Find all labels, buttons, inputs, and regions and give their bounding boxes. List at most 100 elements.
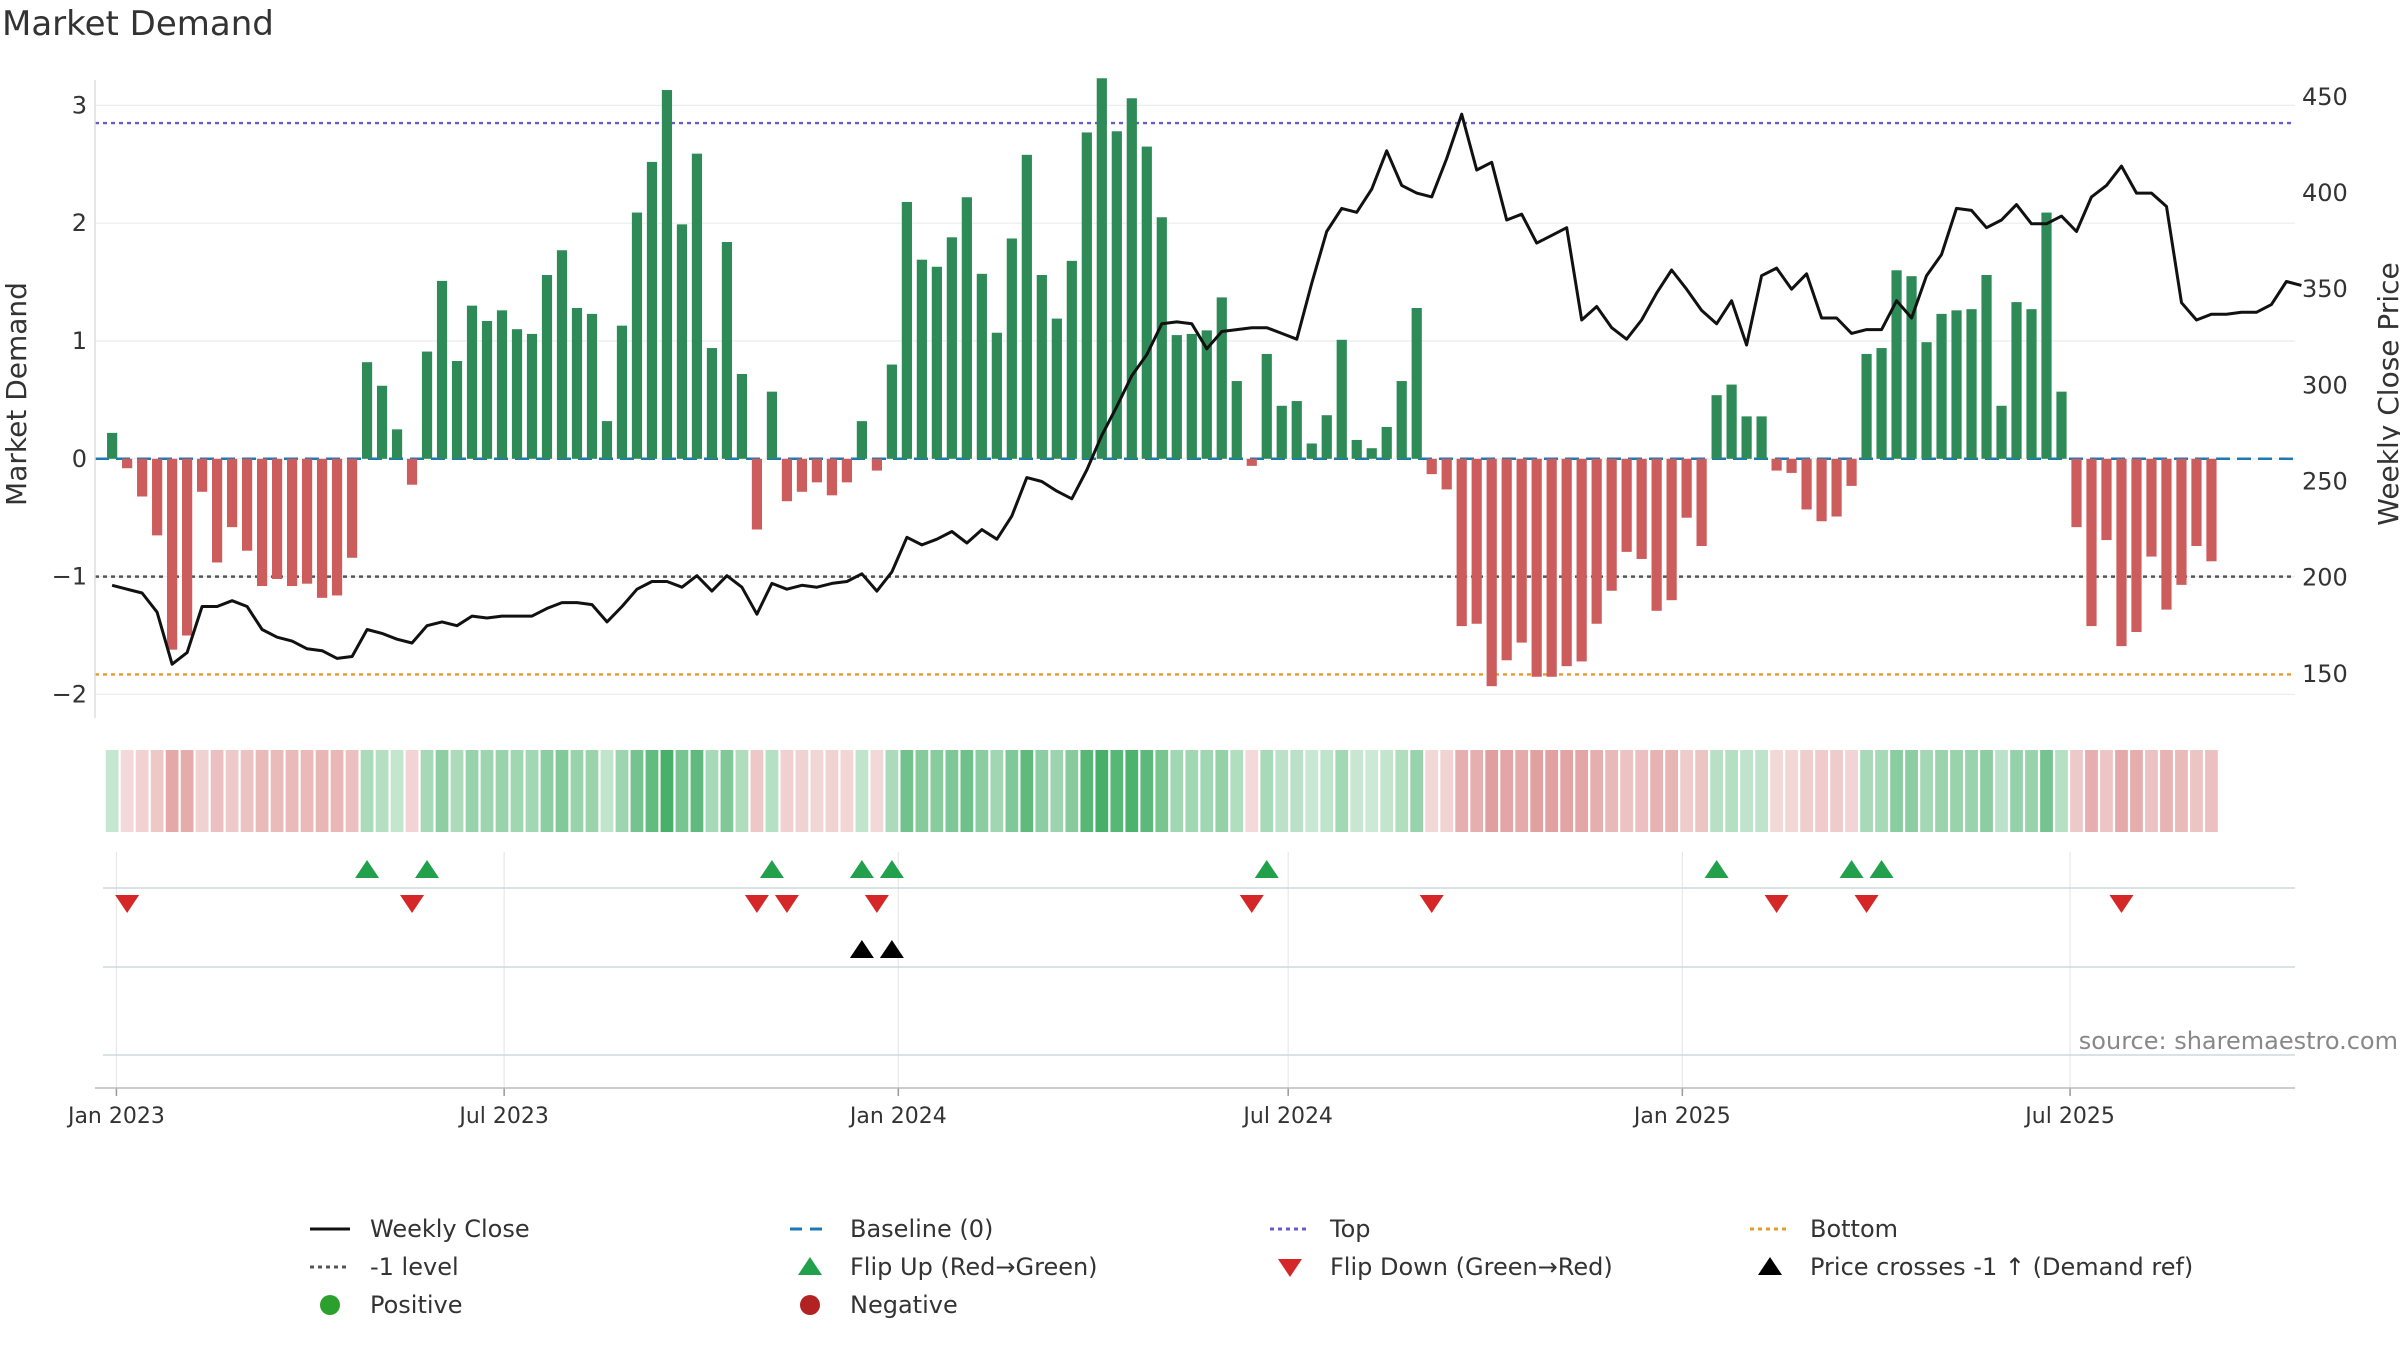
demand-heatstrip xyxy=(105,750,2218,832)
y-tick-label: 3 xyxy=(72,91,87,119)
legend-symbol xyxy=(790,1227,830,1231)
demand-bar xyxy=(931,266,942,459)
demand-bar xyxy=(1111,131,1122,459)
flip-up-marker xyxy=(849,860,874,878)
demand-bar xyxy=(1066,260,1077,459)
demand-bar xyxy=(212,458,223,563)
demand-bar xyxy=(1186,333,1197,459)
flip-down-marker xyxy=(115,895,140,913)
heat-cell xyxy=(1560,750,1574,832)
heat-cell xyxy=(450,750,464,832)
y-tick-label: 2 xyxy=(72,209,87,237)
y2-tick-label: 400 xyxy=(2302,179,2348,207)
legend-circle xyxy=(320,1295,340,1315)
demand-bar xyxy=(286,458,298,587)
heat-cell xyxy=(1635,750,1649,832)
demand-bar xyxy=(1831,458,1842,517)
legend-item-flip_up: Flip Up (Red→Green) xyxy=(780,1248,1098,1286)
demand-bar xyxy=(1036,275,1047,459)
heat-cell xyxy=(1755,750,1768,832)
heat-cell xyxy=(1110,750,1124,832)
legend-item-negative: Negative xyxy=(780,1286,958,1324)
heat-cell xyxy=(555,750,569,832)
heat-cell xyxy=(1920,750,1933,832)
demand-bar xyxy=(1051,318,1062,459)
heat-cell xyxy=(1485,750,1499,832)
heat-cell xyxy=(2205,750,2218,832)
heat-cell xyxy=(720,750,734,832)
legend-label: Bottom xyxy=(1810,1215,1899,1243)
demand-bar xyxy=(721,242,733,459)
heat-cell xyxy=(1590,750,1604,832)
heat-cell xyxy=(1515,750,1529,832)
demand-bar xyxy=(976,273,987,459)
demand-bar xyxy=(496,310,508,459)
demand-bar xyxy=(1861,353,1872,459)
flip-down-marker xyxy=(2109,895,2134,913)
demand-bar xyxy=(167,458,178,650)
heat-cell xyxy=(1230,750,1244,832)
demand-bar xyxy=(886,364,897,459)
y-tick-label: −1 xyxy=(52,563,87,591)
heat-cell xyxy=(1215,750,1229,832)
heat-cell xyxy=(210,750,224,832)
y2-axis-title: Weekly Close Price xyxy=(2372,262,2400,525)
demand-bar xyxy=(241,458,253,551)
demand-bar xyxy=(736,373,748,459)
demand-bar xyxy=(1231,381,1242,459)
demand-bar xyxy=(1936,313,1947,459)
demand-bar xyxy=(2071,458,2082,528)
heat-cell xyxy=(1395,750,1409,832)
heat-cell xyxy=(120,750,134,832)
heat-cell xyxy=(1830,750,1843,832)
heat-cell xyxy=(1650,750,1664,832)
y2-tick-label: 350 xyxy=(2302,275,2348,303)
demand-bar xyxy=(182,458,193,636)
heat-cell xyxy=(705,750,719,832)
demand-bar xyxy=(1921,342,1932,459)
heat-cell xyxy=(1260,750,1274,832)
demand-bar xyxy=(1951,310,1962,459)
demand-bar xyxy=(1321,415,1332,459)
demand-bar xyxy=(227,458,238,528)
heat-cell xyxy=(375,750,389,832)
y-tick-label: 0 xyxy=(72,445,87,473)
flip-down-marker xyxy=(1419,895,1444,913)
market-demand-chart: −2 −1 0 1 2 3 150 200 250 300 350 400 450 Market Dema… xyxy=(0,78,2400,1129)
heat-cell xyxy=(615,750,629,832)
heat-cell xyxy=(2010,750,2023,832)
demand-bar xyxy=(841,458,852,483)
heat-cell xyxy=(1905,750,1918,832)
demand-bar xyxy=(1741,416,1752,459)
legend-symbol xyxy=(798,1257,822,1275)
legend-symbol xyxy=(1750,1227,1790,1231)
demand-bar xyxy=(2146,458,2157,557)
heat-cell xyxy=(2160,750,2173,832)
demand-bar xyxy=(1771,458,1782,471)
legend-label: Positive xyxy=(370,1291,463,1319)
demand-bar xyxy=(197,458,208,492)
heat-cell xyxy=(1245,750,1259,832)
demand-bar xyxy=(152,458,163,536)
demand-bar xyxy=(1291,401,1302,459)
demand-bar xyxy=(1846,458,1857,486)
heat-cell xyxy=(1965,750,1978,832)
heat-cell xyxy=(195,750,209,832)
heat-cell xyxy=(1320,750,1334,832)
y2-tick-label: 250 xyxy=(2302,467,2348,495)
flip-up-marker xyxy=(759,860,784,878)
demand-bar xyxy=(107,432,118,459)
heat-cell xyxy=(990,750,1004,832)
heat-cell xyxy=(645,750,659,832)
y-axis-title: Market Demand xyxy=(0,282,33,506)
heat-cell xyxy=(675,750,689,832)
demand-bar xyxy=(616,325,628,459)
heat-cell xyxy=(1860,750,1873,832)
heat-cell xyxy=(495,750,509,832)
demand-bar xyxy=(1591,458,1602,624)
legend-label: Flip Up (Red→Green) xyxy=(850,1253,1098,1281)
legend-symbol xyxy=(1270,1227,1310,1231)
flip-down-marker xyxy=(774,895,799,913)
heat-cell xyxy=(1770,750,1783,832)
demand-bar xyxy=(1906,276,1917,459)
